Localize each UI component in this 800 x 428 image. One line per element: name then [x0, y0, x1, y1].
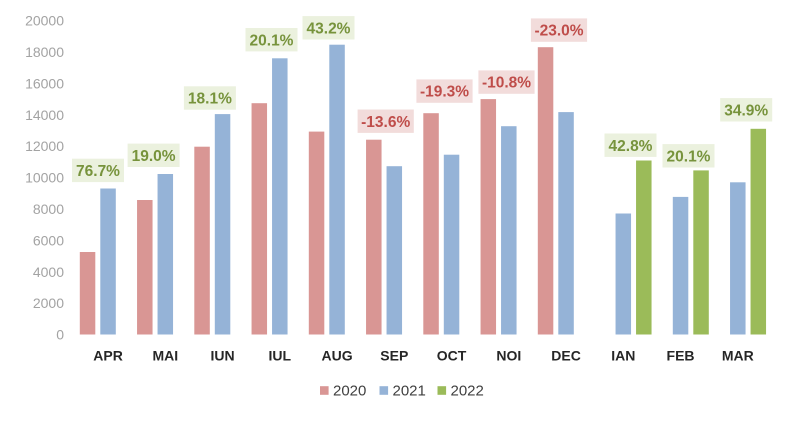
- svg-text:4000: 4000: [33, 264, 64, 280]
- svg-text:-19.3%: -19.3%: [420, 84, 469, 101]
- svg-text:42.8%: 42.8%: [609, 138, 653, 155]
- svg-text:2021: 2021: [393, 382, 426, 399]
- svg-text:76.7%: 76.7%: [76, 163, 120, 180]
- svg-text:IAN: IAN: [611, 348, 635, 364]
- svg-text:8000: 8000: [33, 201, 64, 217]
- svg-text:APR: APR: [93, 348, 123, 364]
- svg-text:43.2%: 43.2%: [307, 20, 351, 37]
- svg-text:18000: 18000: [25, 44, 64, 60]
- svg-text:34.9%: 34.9%: [724, 102, 768, 119]
- svg-text:-10.8%: -10.8%: [482, 75, 531, 92]
- svg-text:12000: 12000: [25, 138, 64, 154]
- svg-text:-23.0%: -23.0%: [534, 23, 583, 40]
- svg-text:-13.6%: -13.6%: [361, 114, 410, 131]
- svg-text:IUL: IUL: [269, 348, 292, 364]
- svg-text:14000: 14000: [25, 107, 64, 123]
- svg-text:SEP: SEP: [380, 348, 408, 364]
- svg-text:19.0%: 19.0%: [132, 148, 176, 165]
- svg-text:10000: 10000: [25, 170, 64, 186]
- svg-text:20.1%: 20.1%: [250, 32, 294, 49]
- svg-text:NOI: NOI: [496, 348, 521, 364]
- svg-text:2000: 2000: [33, 295, 64, 311]
- svg-text:AUG: AUG: [321, 348, 352, 364]
- svg-text:2022: 2022: [451, 382, 484, 399]
- svg-text:2020: 2020: [333, 382, 366, 399]
- svg-text:MAR: MAR: [722, 348, 754, 364]
- svg-text:OCT: OCT: [437, 348, 467, 364]
- svg-text:16000: 16000: [25, 75, 64, 91]
- svg-text:6000: 6000: [33, 232, 64, 248]
- svg-text:20.1%: 20.1%: [667, 148, 711, 165]
- svg-text:FEB: FEB: [667, 348, 695, 364]
- svg-text:18.1%: 18.1%: [188, 91, 232, 108]
- svg-text:0: 0: [56, 327, 64, 343]
- svg-text:IUN: IUN: [210, 348, 234, 364]
- svg-text:20000: 20000: [25, 13, 64, 29]
- svg-text:MAI: MAI: [152, 348, 178, 364]
- svg-text:DEC: DEC: [551, 348, 581, 364]
